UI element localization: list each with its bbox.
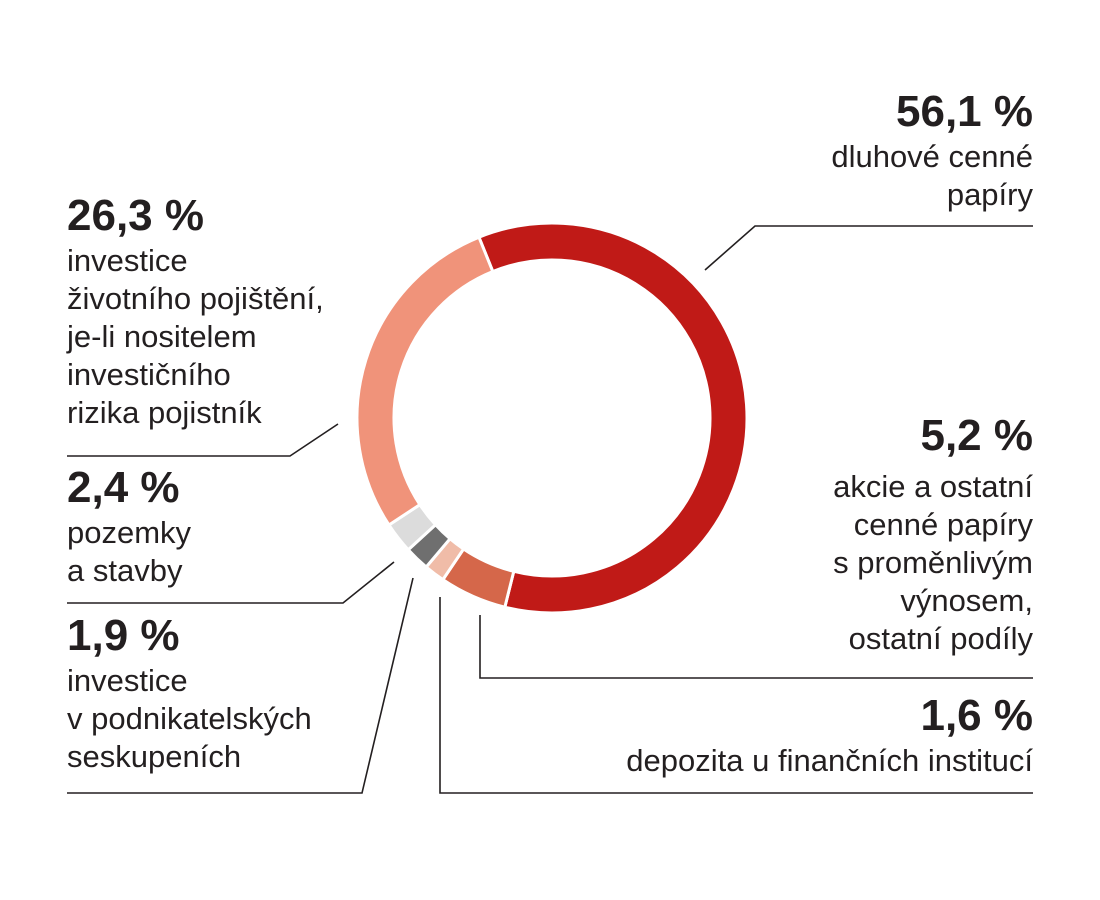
text-life-insurance: investice životního pojištění, je-li nos… bbox=[67, 243, 324, 430]
label-shares: 5,2 % akcie a ostatní cenné papíry s pro… bbox=[833, 410, 1033, 658]
text-land: pozemky a stavby bbox=[67, 515, 192, 588]
text-group-investments: investice v podnikatelských seskupeních bbox=[67, 663, 312, 774]
slice-debt-securities bbox=[476, 221, 749, 615]
pct-deposits: 1,6 % bbox=[920, 691, 1033, 740]
leader-line-shares bbox=[479, 615, 1033, 679]
pct-group-investments: 1,9 % bbox=[67, 611, 180, 660]
leader-lines bbox=[67, 225, 1033, 794]
leader-line-land bbox=[67, 561, 395, 604]
leader-line-group-investments bbox=[67, 577, 414, 794]
pct-life-insurance: 26,3 % bbox=[67, 191, 204, 240]
label-deposits: 1,6 % depozita u finančních institucí bbox=[626, 690, 1033, 780]
leader-line-life-insurance bbox=[67, 423, 339, 457]
slice-life-insurance bbox=[355, 235, 495, 528]
pct-debt-securities: 56,1 % bbox=[896, 87, 1033, 136]
label-life-insurance: 26,3 % investice životního pojištění, je… bbox=[67, 190, 324, 432]
pct-shares: 5,2 % bbox=[920, 411, 1033, 460]
text-shares: akcie a ostatní cenné papíry s proměnliv… bbox=[833, 469, 1033, 656]
leader-line-deposits bbox=[439, 597, 1033, 794]
label-debt-securities: 56,1 % dluhové cenné papíry bbox=[831, 86, 1033, 214]
label-land: 2,4 % pozemky a stavby bbox=[67, 462, 191, 590]
leader-line-debt bbox=[704, 225, 1033, 271]
label-group-investments: 1,9 % investice v podnikatelských seskup… bbox=[67, 610, 312, 776]
text-deposits: depozita u finančních institucí bbox=[626, 743, 1033, 778]
pct-land: 2,4 % bbox=[67, 463, 180, 512]
text-debt-securities: dluhové cenné papíry bbox=[831, 139, 1033, 212]
donut-slices bbox=[355, 221, 749, 615]
